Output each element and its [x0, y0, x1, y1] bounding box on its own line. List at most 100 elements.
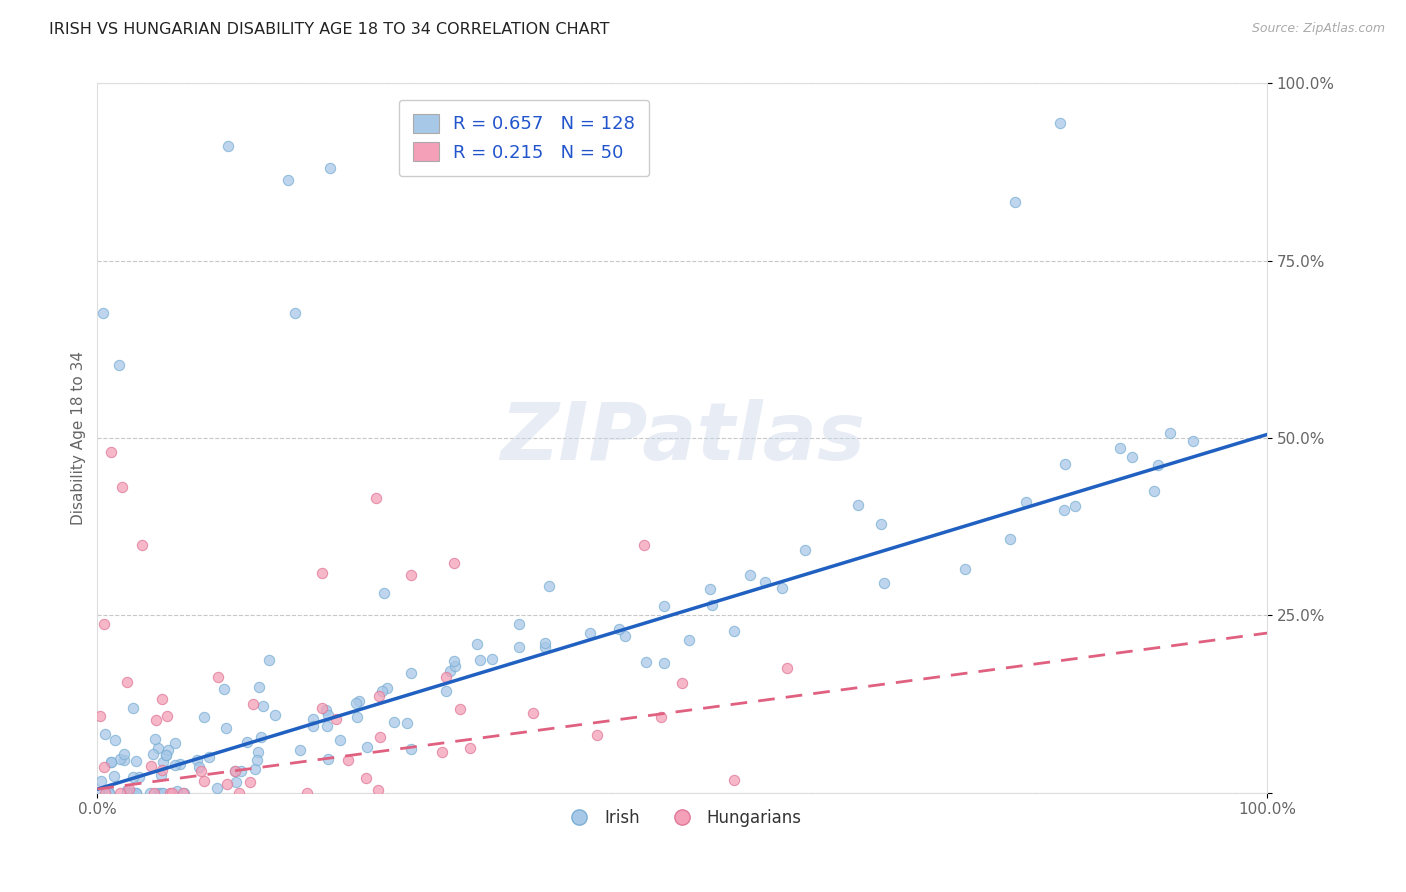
Point	[155, 747, 177, 762]
Point	[103, 769, 125, 783]
Point	[449, 702, 471, 716]
Point	[1143, 483, 1166, 498]
Legend: Irish, Hungarians: Irish, Hungarians	[555, 803, 808, 834]
Point	[382, 715, 405, 730]
Point	[770, 581, 793, 595]
Point	[794, 543, 817, 558]
Point	[1053, 502, 1076, 516]
Point	[364, 491, 387, 505]
Point	[671, 676, 693, 690]
Point	[264, 707, 287, 722]
Point	[325, 712, 347, 726]
Point	[870, 517, 893, 532]
Point	[159, 786, 181, 800]
Point	[329, 732, 352, 747]
Point	[142, 747, 165, 761]
Point	[111, 480, 134, 494]
Point	[243, 763, 266, 777]
Point	[190, 764, 212, 778]
Point	[723, 772, 745, 787]
Point	[284, 305, 307, 319]
Point	[246, 746, 269, 760]
Point	[150, 786, 173, 800]
Point	[311, 566, 333, 580]
Point	[169, 757, 191, 772]
Point	[319, 161, 342, 175]
Point	[443, 655, 465, 669]
Point	[100, 755, 122, 769]
Point	[128, 770, 150, 784]
Point	[100, 755, 122, 769]
Point	[434, 670, 457, 684]
Point	[439, 664, 461, 678]
Point	[160, 786, 183, 800]
Point	[247, 680, 270, 694]
Point	[288, 743, 311, 757]
Point	[152, 786, 174, 800]
Point	[173, 786, 195, 800]
Point	[633, 538, 655, 552]
Point	[118, 781, 141, 796]
Point	[225, 775, 247, 789]
Point	[354, 772, 377, 786]
Point	[873, 576, 896, 591]
Point	[373, 586, 395, 600]
Point	[94, 727, 117, 741]
Point	[356, 740, 378, 755]
Point	[297, 786, 319, 800]
Point	[207, 780, 229, 795]
Point	[738, 568, 761, 582]
Point	[1015, 494, 1038, 508]
Point	[217, 777, 239, 791]
Point	[636, 655, 658, 669]
Point	[112, 747, 135, 761]
Point	[93, 305, 115, 319]
Point	[650, 710, 672, 724]
Point	[302, 712, 325, 726]
Point	[465, 637, 488, 651]
Text: IRISH VS HUNGARIAN DISABILITY AGE 18 TO 34 CORRELATION CHART: IRISH VS HUNGARIAN DISABILITY AGE 18 TO …	[49, 22, 610, 37]
Point	[172, 786, 194, 800]
Point	[120, 786, 142, 800]
Point	[443, 556, 465, 570]
Point	[311, 701, 333, 715]
Point	[614, 629, 637, 643]
Y-axis label: Disability Age 18 to 34: Disability Age 18 to 34	[72, 351, 86, 525]
Point	[188, 760, 211, 774]
Point	[115, 675, 138, 690]
Point	[1109, 441, 1132, 455]
Point	[90, 773, 112, 788]
Point	[301, 719, 323, 733]
Point	[146, 741, 169, 756]
Text: Source: ZipAtlas.com: Source: ZipAtlas.com	[1251, 22, 1385, 36]
Point	[395, 715, 418, 730]
Point	[953, 562, 976, 576]
Point	[166, 783, 188, 797]
Point	[98, 786, 121, 800]
Point	[318, 752, 340, 766]
Point	[115, 786, 138, 800]
Point	[93, 616, 115, 631]
Point	[125, 786, 148, 800]
Point	[142, 786, 165, 800]
Point	[678, 632, 700, 647]
Point	[1146, 458, 1168, 473]
Point	[578, 625, 600, 640]
Point	[399, 741, 422, 756]
Point	[460, 741, 482, 756]
Point	[246, 753, 269, 767]
Point	[444, 659, 467, 673]
Point	[699, 582, 721, 596]
Point	[122, 786, 145, 800]
Point	[97, 786, 120, 800]
Point	[131, 537, 153, 551]
Point	[207, 670, 229, 684]
Point	[481, 652, 503, 666]
Point	[139, 786, 162, 800]
Point	[277, 173, 299, 187]
Point	[654, 599, 676, 614]
Point	[115, 782, 138, 797]
Point	[165, 758, 187, 772]
Point	[155, 747, 177, 762]
Point	[87, 786, 110, 800]
